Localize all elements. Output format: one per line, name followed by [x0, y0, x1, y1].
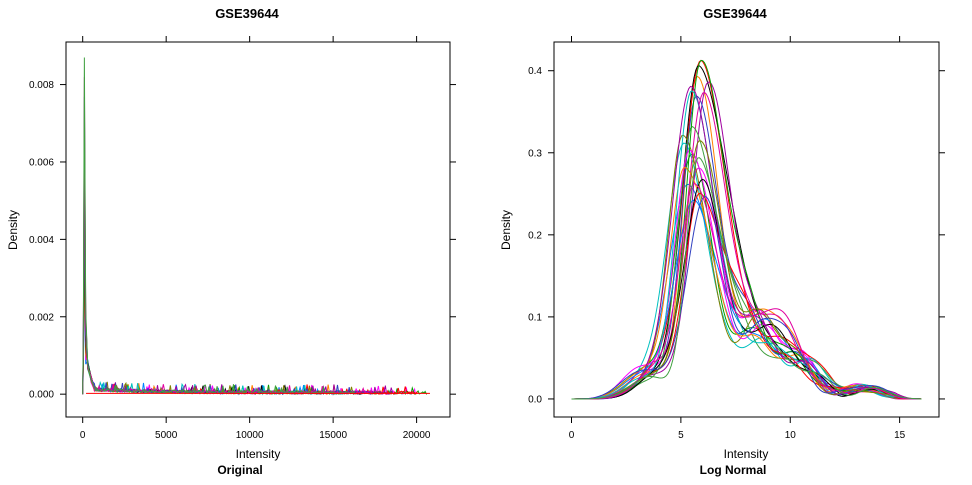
- right-curves: [571, 59, 922, 400]
- left-density-line: [82, 77, 373, 395]
- left-y-axis-label: Density: [6, 210, 20, 250]
- left-y-tick-label: 0.008: [29, 80, 54, 91]
- left-density-line: [82, 195, 418, 395]
- right-density-line: [571, 81, 922, 400]
- right-ticks: 0 5 10 15 0.0 0.1 0.2 0.3 0.4: [528, 36, 945, 441]
- left-x-axis-label: Intensity: [236, 447, 281, 461]
- right-y-tick-label: 0.2: [528, 230, 542, 241]
- right-density-line: [571, 140, 922, 400]
- right-density-line: [571, 90, 922, 400]
- left-density-line: [82, 274, 342, 396]
- left-y-tick-label: 0.006: [29, 157, 54, 168]
- right-density-line: [571, 196, 922, 400]
- right-y-tick-label: 0.0: [528, 394, 542, 405]
- right-density-line: [571, 85, 922, 400]
- right-x-tick-label: 10: [785, 430, 797, 441]
- left-y-tick-label: 0.004: [29, 235, 54, 246]
- right-density-line: [571, 183, 922, 400]
- panel-original: GSE39644 0 5000 10000 15000 200000.0000.0020…: [6, 6, 456, 477]
- right-density-line: [571, 167, 922, 400]
- right-y-tick-label: 0.3: [528, 148, 542, 159]
- right-chart-subtitle: Log Normal: [700, 463, 767, 477]
- left-x-tick-label: 20000: [403, 430, 431, 441]
- right-density-line: [571, 125, 922, 400]
- right-density-line: [571, 75, 922, 400]
- right-y-tick-label: 0.1: [528, 312, 542, 323]
- right-density-line: [571, 59, 922, 400]
- right-density-line: [571, 95, 922, 400]
- left-plot-frame: [65, 41, 451, 418]
- left-x-tick-label: 5000: [155, 430, 178, 441]
- left-density-line: [82, 234, 382, 396]
- left-density-line: [82, 96, 374, 395]
- left-density-line: [82, 136, 394, 396]
- left-y-tick-label: 0.002: [29, 312, 54, 323]
- left-curves: [82, 57, 430, 396]
- left-density-line: [82, 155, 349, 396]
- right-density-line: [571, 157, 922, 400]
- left-x-tick-label: 10000: [236, 430, 264, 441]
- left-ticks: 0 5000 10000 15000 20000 0.000 0.002 0.004 0.006…: [29, 36, 456, 441]
- left-chart-title: GSE39644: [215, 6, 279, 21]
- right-density-line: [571, 65, 922, 400]
- right-density-line: [571, 134, 922, 400]
- right-density-line: [571, 166, 922, 400]
- right-x-tick-label: 15: [894, 430, 906, 441]
- right-density-line: [571, 91, 922, 400]
- right-x-tick-label: 5: [678, 430, 684, 441]
- left-density-line: [82, 254, 416, 396]
- right-density-line: [571, 178, 922, 400]
- right-x-tick-label: 0: [569, 430, 575, 441]
- right-y-axis-label: Density: [499, 210, 513, 250]
- left-y-tick-label: 0.000: [29, 390, 54, 401]
- left-x-tick-label: 0: [80, 430, 86, 441]
- right-plot-frame: [553, 41, 940, 418]
- right-density-line: [571, 183, 922, 400]
- right-density-line: [571, 59, 922, 400]
- left-density-line: [82, 215, 427, 396]
- left-density-line: [82, 116, 360, 395]
- panel-log-normal: GSE39644 0 5 10 15 0.0 0.1 0.2 0.3 0.4 Intensity…: [499, 6, 945, 477]
- left-chart-subtitle: Original: [217, 463, 262, 477]
- left-density-line: [82, 175, 363, 395]
- right-chart-title: GSE39644: [703, 6, 767, 21]
- right-density-line: [571, 192, 922, 400]
- right-x-axis-label: Intensity: [724, 447, 769, 461]
- right-y-tick-label: 0.4: [528, 66, 542, 77]
- left-density-line: [82, 57, 355, 395]
- right-density-line: [571, 142, 922, 400]
- left-x-tick-label: 15000: [319, 430, 347, 441]
